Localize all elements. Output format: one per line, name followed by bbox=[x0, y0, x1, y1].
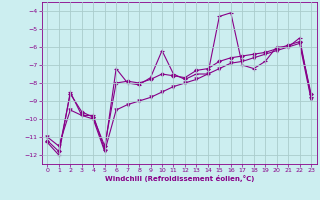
X-axis label: Windchill (Refroidissement éolien,°C): Windchill (Refroidissement éolien,°C) bbox=[105, 175, 254, 182]
